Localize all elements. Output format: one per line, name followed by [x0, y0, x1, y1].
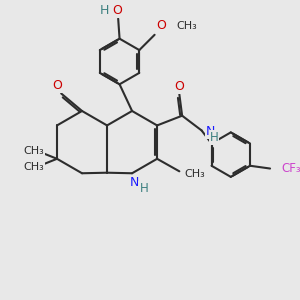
Text: O: O [157, 19, 166, 32]
Text: O: O [52, 79, 62, 92]
Text: N: N [206, 125, 215, 138]
Text: CH₃: CH₃ [23, 146, 44, 156]
Text: O: O [112, 4, 122, 17]
Text: CH₃: CH₃ [23, 162, 44, 172]
Text: CH₃: CH₃ [177, 21, 198, 31]
Text: O: O [174, 80, 184, 93]
Text: N: N [130, 176, 140, 189]
Text: H: H [210, 131, 218, 144]
Text: CH₃: CH₃ [184, 169, 205, 179]
Text: H: H [140, 182, 148, 195]
Text: H: H [100, 4, 109, 17]
Text: CF₃: CF₃ [282, 162, 300, 175]
